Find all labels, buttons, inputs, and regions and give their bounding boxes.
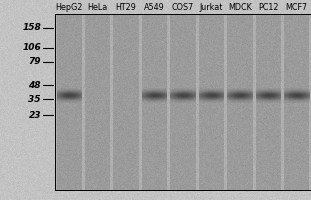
Text: HepG2: HepG2 bbox=[56, 3, 83, 12]
Text: 48: 48 bbox=[29, 80, 41, 90]
Text: MDCK: MDCK bbox=[228, 3, 252, 12]
Text: 35: 35 bbox=[29, 95, 41, 104]
Bar bbox=[55, 14, 311, 190]
Text: 79: 79 bbox=[29, 58, 41, 66]
Text: A549: A549 bbox=[144, 3, 165, 12]
Text: PC12: PC12 bbox=[258, 3, 279, 12]
Text: COS7: COS7 bbox=[172, 3, 194, 12]
Text: Jurkat: Jurkat bbox=[200, 3, 223, 12]
Text: 158: 158 bbox=[22, 23, 41, 32]
Text: 23: 23 bbox=[29, 110, 41, 119]
Text: HeLa: HeLa bbox=[87, 3, 108, 12]
Text: HT29: HT29 bbox=[116, 3, 137, 12]
Text: 106: 106 bbox=[22, 44, 41, 52]
Text: MCF7: MCF7 bbox=[286, 3, 308, 12]
